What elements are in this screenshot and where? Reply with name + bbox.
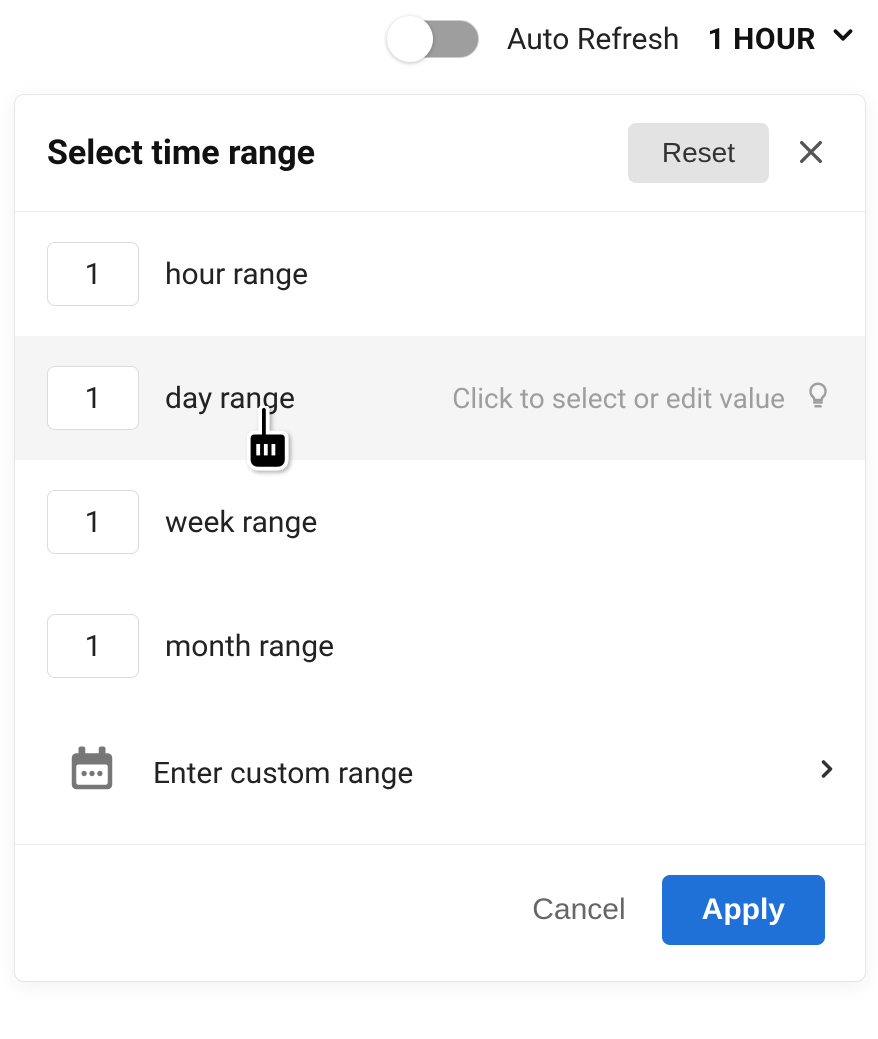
reset-button[interactable]: Reset [628,123,769,183]
cancel-button[interactable]: Cancel [532,893,625,927]
value-input[interactable]: 1 [47,614,139,678]
option-day[interactable]: 1 day range Click to select or edit valu… [15,336,865,460]
panel-footer: Cancel Apply [15,844,865,981]
option-hour[interactable]: 1 hour range [15,212,865,336]
auto-refresh-label: Auto Refresh [507,22,680,57]
option-custom-range[interactable]: Enter custom range [15,708,865,844]
options-list: 1 hour range 1 day range Click to select… [15,212,865,844]
auto-refresh-toggle[interactable] [391,20,479,58]
option-label: day range [165,381,295,416]
option-label: month range [165,629,334,664]
time-range-dropdown[interactable]: 1 HOUR [707,20,858,58]
apply-button[interactable]: Apply [662,875,825,945]
top-bar: Auto Refresh 1 HOUR [0,0,878,58]
value-input[interactable]: 1 [47,490,139,554]
lightbulb-icon [803,380,833,417]
chevron-right-icon [813,755,841,791]
hint-text: Click to select or edit value [452,382,785,415]
time-range-value: 1 HOUR [707,22,816,57]
option-label: week range [165,505,317,540]
close-icon [795,156,827,171]
chevron-down-icon [828,20,858,58]
custom-range-label: Enter custom range [153,756,413,791]
value-input[interactable]: 1 [47,366,139,430]
panel-title: Select time range [47,133,608,173]
calendar-icon [65,742,119,804]
toggle-knob [387,16,433,62]
option-label: hour range [165,257,308,292]
panel-header: Select time range Reset [15,95,865,212]
time-range-panel: Select time range Reset 1 hour range 1 d… [14,94,866,982]
close-button[interactable] [789,130,833,177]
option-week[interactable]: 1 week range [15,460,865,584]
option-hint: Click to select or edit value [452,380,833,417]
value-input[interactable]: 1 [47,242,139,306]
option-month[interactable]: 1 month range [15,584,865,708]
